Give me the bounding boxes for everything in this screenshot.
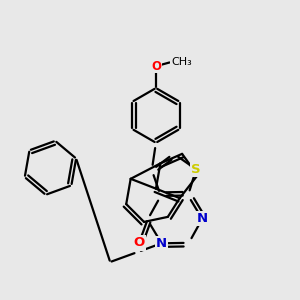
Text: CH₃: CH₃ (171, 57, 192, 67)
Text: O: O (151, 60, 161, 73)
Text: N: N (196, 212, 208, 225)
Text: O: O (134, 236, 145, 250)
Text: S: S (191, 163, 201, 176)
Text: N: N (156, 237, 167, 250)
